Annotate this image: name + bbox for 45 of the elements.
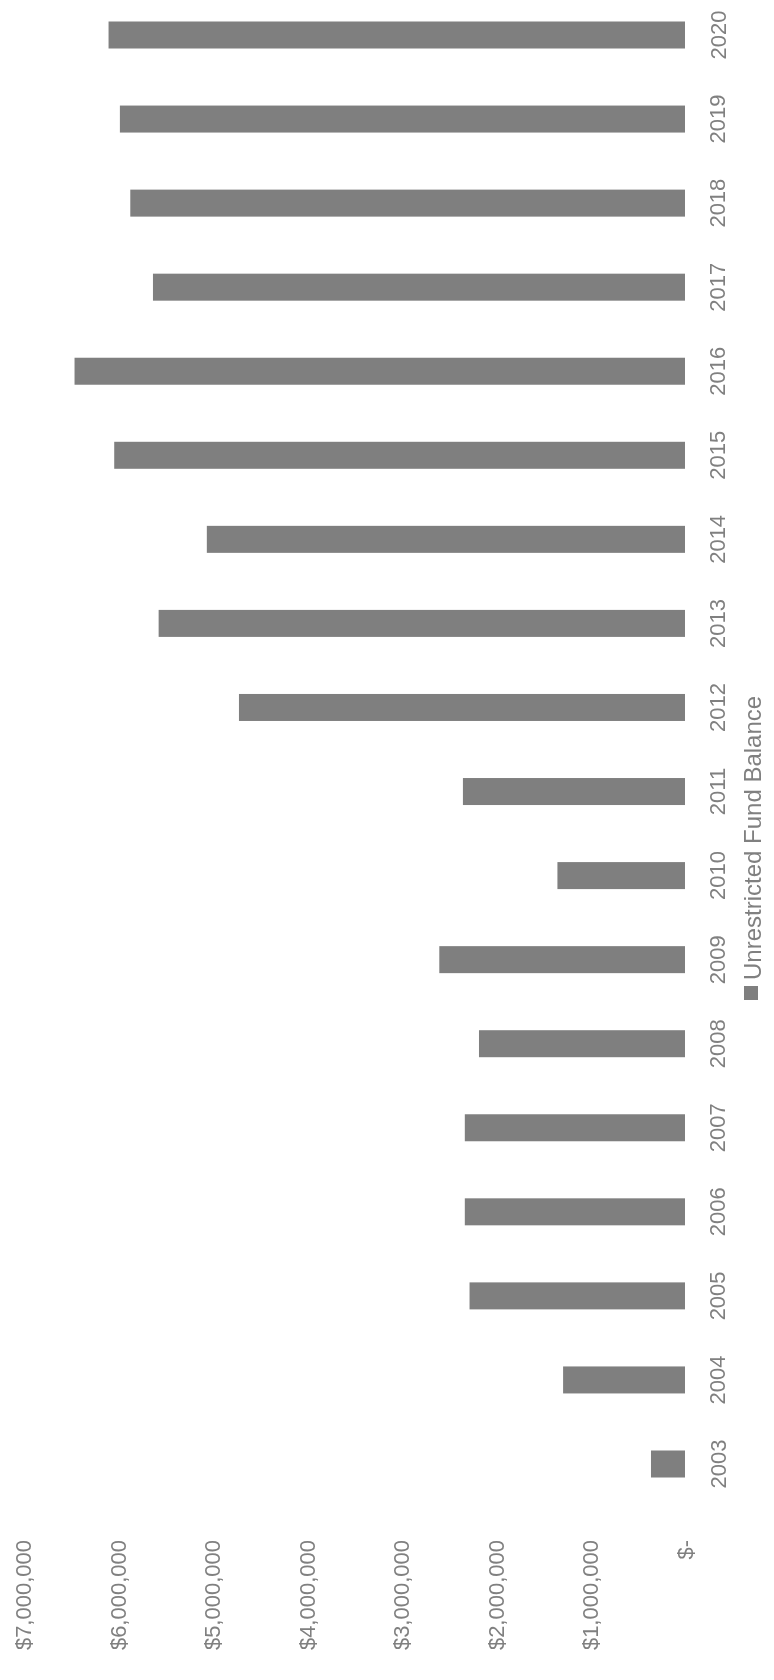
y-tick-label: 2020	[705, 10, 731, 60]
x-tick-label: $5,000,000	[200, 1540, 225, 1651]
y-tick-label: 2008	[705, 1019, 731, 1069]
y-tick-label: 2003	[705, 1439, 731, 1489]
y-tick-label: 2009	[705, 935, 731, 985]
x-tick-label: $4,000,000	[294, 1540, 320, 1651]
bar	[119, 105, 685, 133]
x-tick-label: $-	[672, 1540, 698, 1560]
x-tick-label: $1,000,000	[578, 1540, 603, 1651]
x-tick-label: $7,000,000	[11, 1540, 36, 1651]
bar	[152, 273, 685, 301]
bar	[478, 1030, 685, 1058]
y-tick-label: 2014	[705, 514, 731, 564]
y-tick-label: 2019	[705, 94, 731, 144]
bar	[469, 1282, 685, 1310]
bar	[650, 1450, 685, 1478]
bar	[74, 357, 685, 385]
x-tick-label: $3,000,000	[389, 1540, 414, 1651]
bar	[114, 441, 685, 469]
y-tick-label: 2011	[705, 767, 731, 816]
y-tick-label: 2012	[705, 682, 731, 732]
bar	[462, 778, 685, 806]
y-tick-label: 2016	[705, 346, 731, 396]
y-tick-label: 2017	[705, 262, 731, 312]
y-tick-label: 2007	[705, 1103, 731, 1153]
bar	[557, 862, 685, 890]
bar	[206, 525, 685, 553]
bar	[108, 21, 685, 49]
x-tick-label: $2,000,000	[483, 1540, 509, 1651]
bar	[464, 1114, 685, 1142]
bar	[158, 609, 685, 637]
y-tick-label: 2018	[705, 178, 731, 228]
y-tick-label: 2005	[705, 1271, 731, 1321]
bar	[563, 1366, 685, 1394]
bar	[238, 693, 685, 721]
x-tick-label: $6,000,000	[105, 1540, 131, 1651]
y-tick-label: 2013	[705, 598, 731, 648]
bar	[130, 189, 685, 217]
text: Unrestricted Fund Balance	[738, 695, 766, 980]
y-tick-label: 2010	[705, 851, 731, 901]
y-tick-label: 2015	[705, 430, 731, 480]
y-tick-label: 2004	[705, 1355, 731, 1405]
y-tick-label: 2006	[705, 1187, 731, 1237]
bar	[464, 1198, 685, 1226]
bar	[439, 946, 685, 974]
